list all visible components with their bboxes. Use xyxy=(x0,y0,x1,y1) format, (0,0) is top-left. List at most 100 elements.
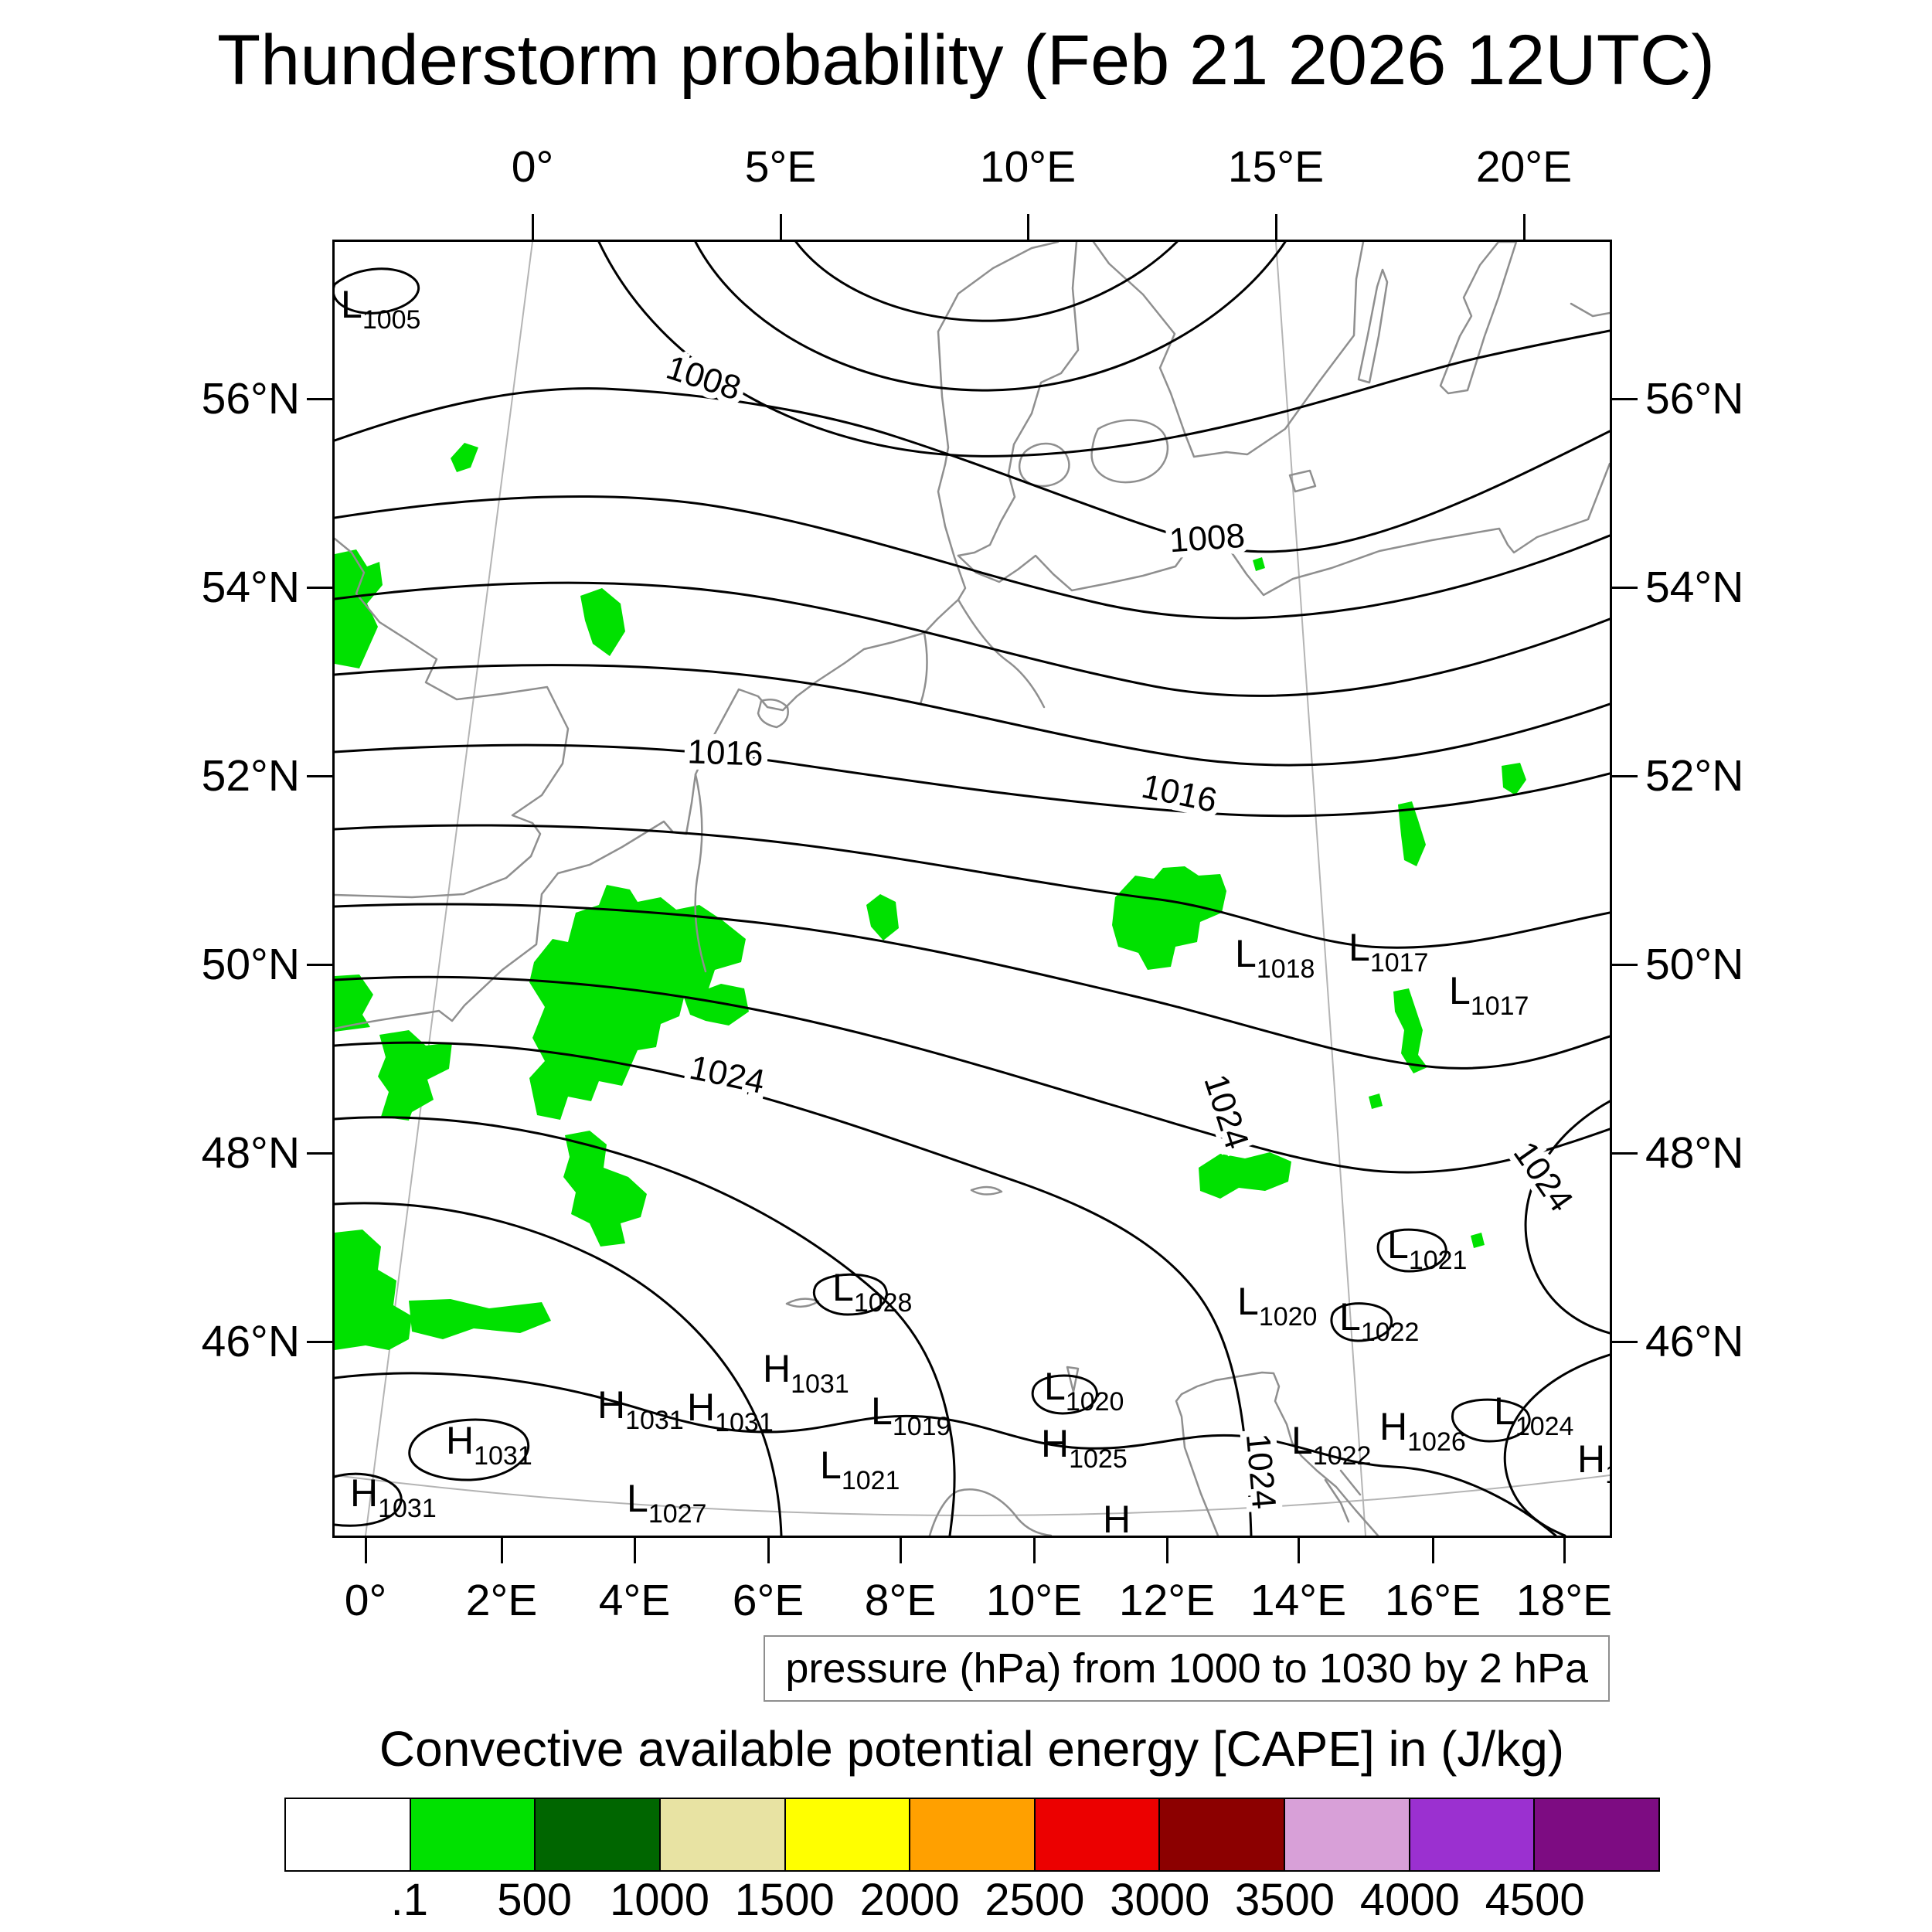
pressure-center-H: H1031 xyxy=(597,1383,684,1435)
isobar-path xyxy=(1524,1100,1610,1335)
colorbar-cell xyxy=(1408,1798,1536,1872)
pressure-center-L: L1018 xyxy=(1235,932,1315,984)
isobar-path xyxy=(335,824,1610,949)
contour-label: 1024 xyxy=(1239,1432,1283,1511)
isobar-contours xyxy=(335,242,1610,1536)
pressure-center-L: L1028 xyxy=(832,1266,912,1318)
axis-tick-lon-bottom xyxy=(364,1538,367,1563)
colorbar-cell xyxy=(784,1798,911,1872)
colorbar-tick-label: 1000 xyxy=(609,1875,709,1925)
pressure-center-H: H1025 xyxy=(1041,1422,1128,1474)
axis-label-lon-bottom: 14°E xyxy=(1250,1576,1347,1625)
axis-label-lon-top: 10°E xyxy=(979,142,1077,192)
axis-tick-lon-top xyxy=(1522,214,1526,240)
isobar-path xyxy=(335,1372,1557,1536)
colorbar-tick-label: 3500 xyxy=(1235,1875,1335,1925)
coastline-path xyxy=(957,598,1046,709)
colorbar-cell xyxy=(284,1798,411,1872)
isobar-path xyxy=(335,1202,783,1536)
pressure-center-L: L1005 xyxy=(341,283,420,335)
axis-tick-lat-left xyxy=(307,397,332,400)
cape-patch xyxy=(1112,866,1226,970)
axis-tick-lat-right xyxy=(1612,774,1638,777)
colorbar-tick-label: 500 xyxy=(497,1875,573,1925)
cape-patch xyxy=(1398,801,1426,866)
cape-patch xyxy=(335,1230,412,1350)
pressure-center-H: H1031 xyxy=(1577,1437,1610,1489)
pressure-center-H: H xyxy=(1103,1498,1131,1536)
axis-tick-lon-bottom xyxy=(500,1538,503,1563)
isobar-path xyxy=(335,903,1610,1070)
axis-tick-lat-left xyxy=(307,774,332,777)
axis-tick-lon-top xyxy=(1274,214,1277,240)
axis-label-lon-bottom: 2°E xyxy=(465,1576,538,1625)
pressure-center-L: L1020 xyxy=(1237,1280,1317,1332)
axis-label-lat-right: 52°N xyxy=(1645,751,1744,801)
isobar-path xyxy=(1031,1374,1098,1415)
colorbar-cell xyxy=(1033,1798,1161,1872)
cape-patch xyxy=(1253,557,1265,571)
isobar-path xyxy=(1330,1302,1393,1342)
cape-patch xyxy=(580,588,625,656)
coastline-path xyxy=(1570,302,1610,318)
colorbar-cell xyxy=(534,1798,661,1872)
axis-tick-lat-right xyxy=(1612,397,1638,400)
cape-patch xyxy=(563,1131,647,1247)
coastline-path xyxy=(1090,419,1169,484)
isobar-path xyxy=(335,1472,403,1527)
axis-tick-lon-bottom xyxy=(767,1538,770,1563)
cape-patch xyxy=(335,975,373,1032)
isobar-path xyxy=(1376,1228,1447,1273)
axis-label-lat-left: 56°N xyxy=(201,374,300,423)
colorbar-cell xyxy=(1158,1798,1286,1872)
colorbar-cell xyxy=(1284,1798,1410,1872)
colorbar-cell xyxy=(658,1798,786,1872)
axis-tick-lat-left xyxy=(307,963,332,966)
coastline-path xyxy=(970,1185,1003,1196)
pressure-center-L: L1020 xyxy=(1044,1365,1124,1417)
isobar-path xyxy=(597,242,1610,457)
isobar-path xyxy=(335,1116,956,1536)
isobar-path xyxy=(794,242,1179,322)
pressure-center-L: L1017 xyxy=(1349,926,1428,978)
isobar-labels: 1008 1008 1016 1016 1024 1024 1024 1024 xyxy=(655,342,1587,1517)
axis-label-lat-left: 54°N xyxy=(201,563,300,612)
contour-label: 1008 xyxy=(662,349,745,408)
axis-tick-lon-top xyxy=(531,214,534,240)
coastline-path xyxy=(694,773,707,973)
pressure-center-H: H1031 xyxy=(446,1419,532,1471)
axis-tick-lat-right xyxy=(1612,586,1638,589)
colorbar-cell xyxy=(409,1798,536,1872)
pressure-center-H: H1031 xyxy=(350,1471,437,1523)
axis-label-lon-bottom: 8°E xyxy=(864,1576,937,1625)
axis-tick-lat-right xyxy=(1612,963,1638,966)
pressure-center-H: H1031 xyxy=(687,1386,774,1437)
contour-label: 1024 xyxy=(686,1049,768,1101)
axis-label-lon-bottom: 10°E xyxy=(985,1576,1083,1625)
axis-label-lat-right: 48°N xyxy=(1645,1128,1744,1178)
pressure-center-L: L1021 xyxy=(820,1444,900,1495)
axis-tick-lon-bottom xyxy=(1032,1538,1036,1563)
axis-label-lat-right: 54°N xyxy=(1645,563,1744,612)
coastline-path xyxy=(1175,1371,1379,1536)
isobar-path xyxy=(335,1041,1253,1536)
pressure-center-L: L1027 xyxy=(627,1477,706,1529)
cape-patch xyxy=(1369,1094,1383,1109)
axis-label-lat-right: 56°N xyxy=(1645,374,1744,423)
pressure-center-H: H1031 xyxy=(763,1347,849,1399)
cape-patch xyxy=(378,1030,452,1121)
colorbar-tick-label: .1 xyxy=(390,1875,428,1925)
axis-label-lon-top: 5°E xyxy=(744,142,817,192)
coastline-path xyxy=(928,1488,1053,1536)
map-panel: 1008 1008 1016 1016 1024 1024 1024 1024 L1005 L10… xyxy=(332,240,1612,1538)
pressure-centers: L1005 L1018 L1017 L1017 L1028 L1021 L1020 L1022… xyxy=(341,283,1610,1536)
cape-patch xyxy=(1393,988,1427,1073)
coastline-path xyxy=(1288,469,1317,493)
coastline-path xyxy=(1018,442,1070,488)
cape-patch xyxy=(451,443,478,472)
axis-label-lat-right: 50°N xyxy=(1645,940,1744,989)
coastline-path xyxy=(957,242,1080,557)
axis-label-lat-left: 48°N xyxy=(201,1128,300,1178)
